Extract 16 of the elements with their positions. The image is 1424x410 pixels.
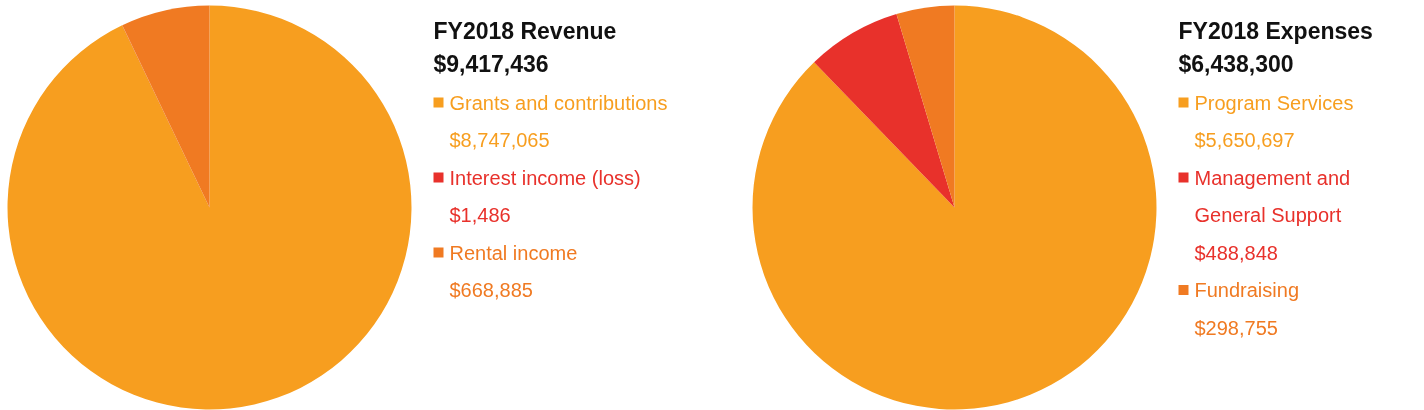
legend-label: Grants and contributions (449, 91, 668, 114)
legend-label: Management and General Support (1194, 166, 1351, 226)
text: FY2018 Expenses (1178, 17, 1373, 44)
legend-label: Interest income (loss) (449, 166, 641, 189)
data-label: $1,486 (449, 204, 511, 226)
text: FY2018 Revenue (433, 17, 617, 44)
data-label: $298,755 (1194, 316, 1278, 339)
text: $6,438,300 (1178, 50, 1294, 77)
legend-label: Program Services (1194, 91, 1354, 114)
data-label: $488,848 (1194, 241, 1278, 264)
legend-label: Rental income (449, 241, 578, 264)
data-label: $668,885 (449, 279, 533, 301)
data-label: $8,747,065 (449, 129, 550, 151)
text: $9,417,436 (433, 50, 549, 77)
legend-label: Fundraising (1194, 279, 1300, 301)
data-label: $5,650,697 (1194, 129, 1295, 151)
